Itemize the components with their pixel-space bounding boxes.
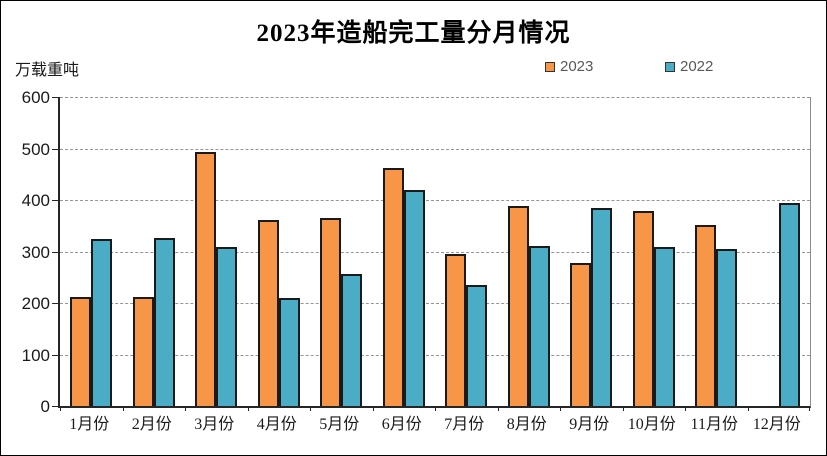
x-axis-tick bbox=[435, 406, 436, 411]
y-axis-label-500: 500 bbox=[21, 139, 50, 159]
bar-2022-5月份 bbox=[341, 273, 363, 406]
x-axis-tick bbox=[247, 406, 249, 411]
y-axis-tick bbox=[52, 200, 58, 201]
y-axis-tick bbox=[52, 97, 58, 98]
bar-2023-3月份 bbox=[195, 152, 217, 406]
x-axis-label-2月份: 2月份 bbox=[131, 416, 172, 433]
bar-2023-8月份 bbox=[507, 206, 529, 406]
legend-label: 2023 bbox=[560, 58, 594, 75]
x-axis-label-5月份: 5月份 bbox=[319, 416, 360, 433]
bar-2022-3月份 bbox=[216, 247, 238, 406]
bar-2023-10月份 bbox=[632, 211, 654, 406]
bar-2022-11月份 bbox=[716, 249, 738, 406]
gridline-400 bbox=[60, 200, 810, 201]
bar-2022-12月份 bbox=[778, 202, 800, 406]
gridline-300 bbox=[60, 251, 810, 253]
x-axis-label-1月份: 1月份 bbox=[69, 416, 110, 433]
x-axis-tick bbox=[122, 406, 124, 411]
y-axis-tick bbox=[52, 406, 58, 407]
x-axis-label-11月份: 11月份 bbox=[690, 416, 738, 433]
y-axis-label-100: 100 bbox=[21, 345, 50, 365]
y-axis-tick bbox=[52, 251, 58, 253]
y-axis-label-600: 600 bbox=[21, 88, 50, 107]
y-axis-label-0: 0 bbox=[40, 397, 50, 416]
bar-2022-2月份 bbox=[153, 237, 175, 406]
x-axis-tick bbox=[497, 406, 499, 411]
y-axis-tick bbox=[52, 148, 58, 150]
bar-2022-9月份 bbox=[591, 207, 613, 406]
y-axis-label-400: 400 bbox=[21, 191, 50, 210]
legend: 2023 2022 bbox=[1, 59, 826, 77]
y-axis-label-200: 200 bbox=[21, 294, 50, 313]
bar-2022-4月份 bbox=[278, 297, 300, 406]
bar-2023-6月份 bbox=[382, 168, 404, 406]
legend-item-2023: 2023 bbox=[545, 59, 593, 75]
y-axis-tick bbox=[52, 354, 58, 356]
plot-area bbox=[52, 97, 811, 411]
gridline-200 bbox=[60, 303, 810, 304]
x-axis-tick bbox=[685, 406, 686, 411]
x-axis-label-8月份: 8月份 bbox=[506, 416, 547, 433]
legend-label: 2022 bbox=[680, 58, 714, 75]
bar-2022-7月份 bbox=[466, 284, 488, 406]
bar-2022-6月份 bbox=[403, 189, 425, 406]
gridline-600 bbox=[60, 97, 810, 98]
gridline-100 bbox=[60, 354, 810, 356]
y-axis-label-300: 300 bbox=[21, 242, 50, 262]
legend-marker-icon bbox=[665, 62, 675, 72]
bar-2023-4月份 bbox=[257, 220, 279, 406]
y-axis-tick bbox=[52, 303, 58, 304]
bar-2023-1月份 bbox=[70, 297, 92, 406]
bar-2023-2月份 bbox=[132, 296, 154, 406]
x-axis-label-12月份: 12月份 bbox=[752, 416, 801, 433]
bar-2023-7月份 bbox=[445, 253, 467, 406]
x-axis-tick bbox=[372, 406, 374, 411]
x-axis-tick bbox=[747, 406, 749, 411]
x-axis-tick bbox=[809, 406, 810, 411]
y-axis-unit-label: 万载重吨 bbox=[15, 62, 80, 79]
gridline-500 bbox=[60, 148, 810, 150]
x-axis-tick bbox=[560, 406, 561, 411]
legend-marker-icon bbox=[545, 62, 555, 72]
bar-2023-11月份 bbox=[695, 224, 717, 406]
x-axis-tick bbox=[622, 406, 624, 411]
x-axis-tick bbox=[310, 406, 311, 411]
x-axis-label-9月份: 9月份 bbox=[569, 416, 610, 433]
bar-2022-10月份 bbox=[653, 247, 675, 406]
x-axis-label-10月份: 10月份 bbox=[627, 416, 676, 433]
x-axis-label-7月份: 7月份 bbox=[444, 416, 485, 433]
x-axis-tick bbox=[185, 406, 186, 411]
bar-2023-9月份 bbox=[570, 263, 592, 406]
chart-title: 2023年造船完工量分月情况 bbox=[256, 20, 571, 47]
legend-item-2022: 2022 bbox=[665, 59, 713, 75]
bar-2023-5月份 bbox=[320, 217, 342, 406]
x-axis-label-3月份: 3月份 bbox=[194, 416, 235, 433]
x-axis-tick bbox=[60, 406, 61, 411]
x-axis-label-4月份: 4月份 bbox=[256, 416, 297, 433]
bar-2022-8月份 bbox=[528, 246, 550, 406]
x-axis-label-6月份: 6月份 bbox=[381, 416, 422, 433]
bar-2022-1月份 bbox=[91, 238, 113, 406]
